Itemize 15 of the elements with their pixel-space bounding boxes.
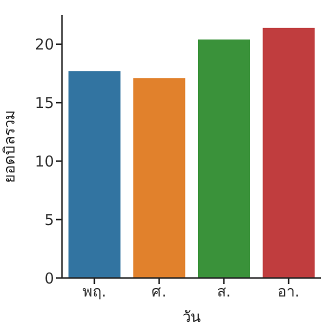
bar [133, 78, 186, 278]
x-tick-label: ส. [216, 282, 231, 301]
x-tick-label: ศ. [152, 282, 167, 301]
y-tick-label: 0 [44, 269, 54, 288]
y-axis-title: ยอดบิลรวม [0, 110, 18, 183]
x-tick-label: พฤ. [82, 282, 106, 301]
x-tick-label: อา. [278, 282, 300, 301]
x-axis-title: วัน [182, 308, 200, 326]
y-tick-label: 10 [34, 152, 54, 170]
y-tick-label: 20 [34, 36, 54, 54]
y-tick-label: 15 [34, 94, 54, 112]
y-tick-label: 5 [44, 210, 54, 229]
bar [262, 28, 315, 278]
bar [198, 40, 250, 278]
bar [68, 71, 120, 278]
